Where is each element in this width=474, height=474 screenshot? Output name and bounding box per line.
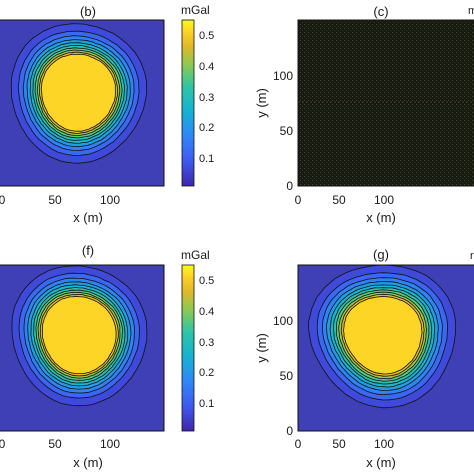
panel-b-xtick-2: 100 bbox=[100, 193, 120, 207]
panel-g-xlabel: x (m) bbox=[366, 455, 396, 470]
panel-c-ytick-2: 0 bbox=[286, 179, 293, 193]
panel-b-colorbar-ticks: 0.5 0.4 0.3 0.2 0.1 bbox=[199, 30, 214, 165]
panel-b-cbar-tick-2: 0.3 bbox=[199, 92, 214, 104]
panel-g-xtick-2: 100 bbox=[374, 437, 394, 451]
panel-f-cbar-tick-0: 0.5 bbox=[199, 275, 214, 287]
panel-c-xtick-1: 50 bbox=[332, 193, 346, 207]
panel-b-xlabel: x (m) bbox=[73, 210, 103, 225]
panel-b-cbar-tick-0: 0.5 bbox=[199, 30, 214, 42]
panel-g-title: (g) bbox=[373, 247, 389, 262]
panel-b-colorbar-label: mGal bbox=[181, 3, 210, 17]
panel-g-ytick-2: 0 bbox=[286, 424, 293, 438]
panel-b-title: (b) bbox=[80, 4, 96, 19]
panel-g-colorbar-label-fragment: r bbox=[470, 250, 474, 262]
panel-g-map bbox=[298, 264, 474, 431]
panel-g-ytick-1: 50 bbox=[280, 369, 294, 383]
panel-b-map bbox=[0, 20, 164, 186]
panel-g-frame bbox=[297, 264, 474, 432]
panel-f-map bbox=[0, 265, 164, 431]
panel-b-cbar-tick-4: 0.1 bbox=[199, 153, 214, 165]
panel-f-colorbar bbox=[181, 264, 195, 432]
contour-level-9 bbox=[41, 295, 117, 375]
contour-level-9 bbox=[40, 53, 116, 132]
panel-f-title: (f) bbox=[82, 243, 94, 258]
panel-b-xtick-1: 50 bbox=[48, 193, 62, 207]
panel-g-xtick-1: 50 bbox=[332, 437, 346, 451]
panel-c-ylabel: y (m) bbox=[254, 88, 269, 118]
panel-b-colorbar bbox=[181, 19, 195, 187]
panel-c: (c) 100 50 0 y (m) 0 50 100 x (m) m bbox=[254, 4, 474, 225]
panel-f-xtick-2: 100 bbox=[100, 437, 120, 451]
panel-b-cbar-tick-3: 0.2 bbox=[199, 122, 214, 134]
panel-f-colorbar-ticks: 0.5 0.4 0.3 0.2 0.1 bbox=[199, 275, 214, 410]
panel-c-map bbox=[298, 20, 474, 186]
panel-f-frame bbox=[0, 264, 165, 432]
panel-b-xtick-0: 0 bbox=[0, 193, 6, 207]
panel-f-cbar-tick-3: 0.2 bbox=[199, 367, 214, 379]
panel-f-xtick-1: 50 bbox=[48, 437, 62, 451]
panel-f-cbar-tick-2: 0.3 bbox=[199, 337, 214, 349]
panel-g-ylabel: y (m) bbox=[254, 333, 269, 363]
panel-c-ytick-0: 100 bbox=[273, 69, 293, 83]
panel-f-xlabel: x (m) bbox=[73, 455, 103, 470]
panel-f-cbar-tick-4: 0.1 bbox=[199, 398, 214, 410]
panel-f-xtick-0: 0 bbox=[0, 437, 6, 451]
panel-f-cbar-tick-1: 0.4 bbox=[199, 306, 214, 318]
panel-g-ytick-0: 100 bbox=[273, 314, 293, 328]
panel-c-colorbar-label-fragment: m bbox=[468, 5, 474, 17]
panel-f: (f) 0 50 100 x (m) mGal 0.5 0.4 0.3 0.2 … bbox=[0, 243, 214, 470]
contour-level-9 bbox=[343, 296, 423, 375]
panel-b: (b) 0 50 100 x (m) mGal 0.5 0.4 0.3 0.2 … bbox=[0, 3, 214, 225]
panel-c-xtick-0: 0 bbox=[295, 193, 302, 207]
panel-c-frame bbox=[297, 19, 474, 187]
panel-g-xtick-0: 0 bbox=[295, 437, 302, 451]
panel-g: (g) 100 50 0 y (m) 0 50 100 x (m) r bbox=[254, 247, 474, 470]
panel-c-title: (c) bbox=[373, 4, 388, 19]
panel-f-colorbar-label: mGal bbox=[181, 248, 210, 262]
panel-b-frame bbox=[0, 19, 165, 187]
panel-c-xtick-2: 100 bbox=[374, 193, 394, 207]
panel-b-cbar-tick-1: 0.4 bbox=[199, 61, 214, 73]
panel-c-ytick-1: 50 bbox=[280, 124, 294, 138]
panel-c-xlabel: x (m) bbox=[366, 210, 396, 225]
